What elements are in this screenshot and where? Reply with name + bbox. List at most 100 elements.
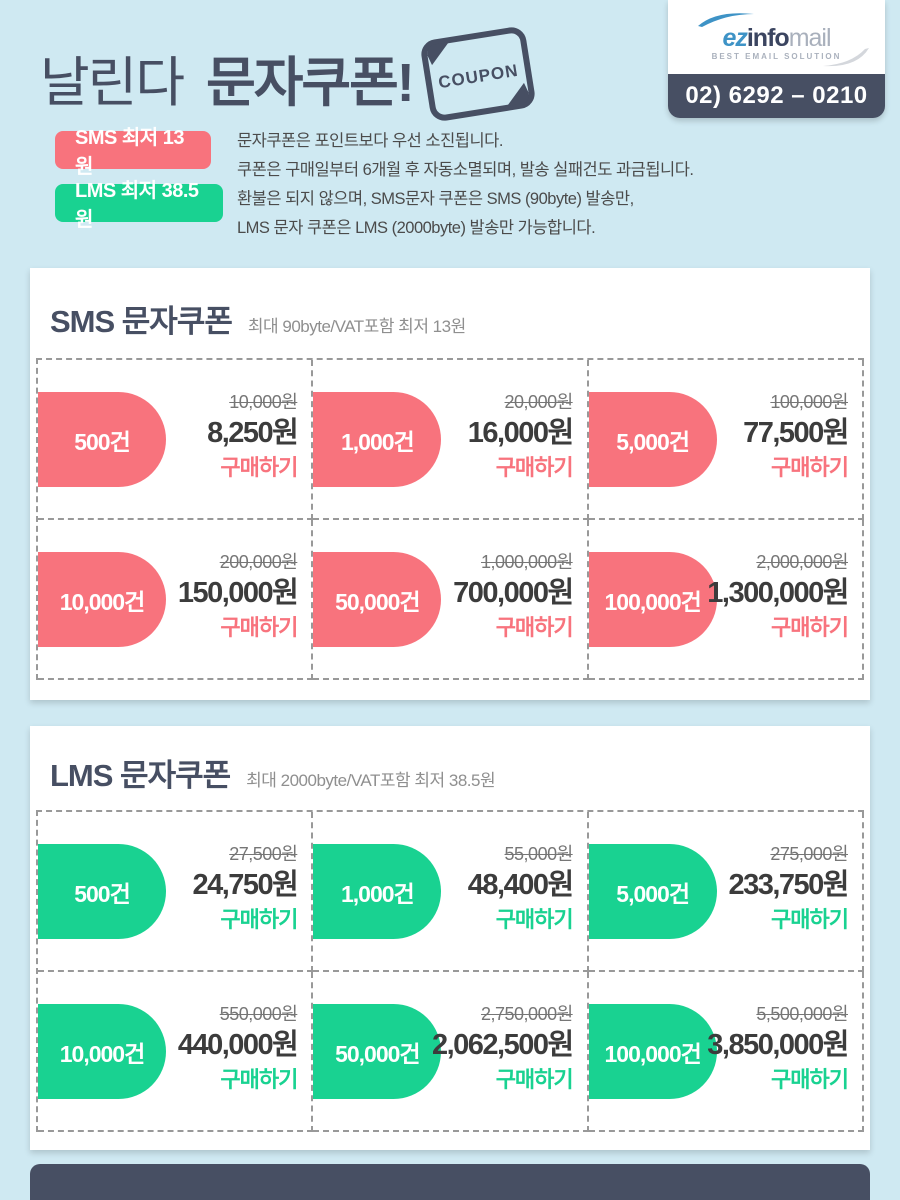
lms-section-subtitle: 최대 2000byte/VAT포함 최저 38.5원: [246, 771, 496, 790]
sms-section-subtitle: 최대 90byte/VAT포함 최저 13원: [247, 317, 466, 336]
coupon-cell: 10,000건 200,000원 150,000원 구매하기: [38, 520, 314, 680]
coupon-cell: 50,000건 2,750,000원 2,062,500원 구매하기: [313, 972, 589, 1132]
sale-price: 8,250원: [207, 417, 299, 449]
original-price: 200,000원: [219, 552, 298, 572]
price-block: 1,000,000원 700,000원 구매하기: [453, 550, 574, 644]
brand-name: ezinfomail: [668, 24, 885, 53]
footer-bar: [30, 1164, 870, 1200]
buy-link[interactable]: 구매하기: [771, 907, 849, 932]
original-price: 2,750,000원: [481, 1004, 573, 1024]
quantity-pill: 10,000건: [38, 552, 166, 647]
lms-coupon-grid: 500건 27,500원 24,750원 구매하기 1,000건 55,000원…: [36, 810, 864, 1132]
buy-link[interactable]: 구매하기: [771, 455, 849, 480]
quantity-label: 100,000건: [604, 1040, 702, 1067]
terms-line: 쿠폰은 구매일부터 6개월 후 자동소멸되며, 발송 실패건도 과금됩니다.: [237, 161, 694, 179]
logo-swoosh-gray-icon: [823, 48, 869, 67]
page-title-bold: 문자쿠폰!: [206, 53, 415, 113]
page-title-light: 날린다: [40, 53, 185, 113]
quantity-label: 1,000건: [340, 428, 415, 455]
coupon-terms: 문자쿠폰은 포인트보다 우선 소진됩니다. 쿠폰은 구매일부터 6개월 후 자동…: [237, 127, 694, 243]
buy-link[interactable]: 구매하기: [771, 615, 849, 640]
price-block: 5,500,000원 3,850,000원 구매하기: [707, 1002, 849, 1096]
quantity-pill: 5,000건: [588, 844, 717, 939]
coupon-cell: 1,000건 20,000원 16,000원 구매하기: [313, 360, 589, 520]
quantity-label: 500건: [74, 880, 131, 907]
buy-link[interactable]: 구매하기: [495, 907, 574, 932]
phone-number: 02) 6292 – 0210: [668, 74, 885, 118]
quantity-pill: 1,000건: [313, 844, 442, 939]
brand-box: ezinfomail BEST EMAIL SOLUTION 02) 6292 …: [668, 0, 885, 118]
price-block: 100,000원 77,500원 구매하기: [743, 390, 849, 484]
original-price: 100,000원: [770, 392, 848, 412]
quantity-pill: 50,000건: [313, 552, 442, 647]
original-price: 2,000,000원: [756, 552, 848, 572]
brand-mail: mail: [788, 24, 832, 52]
price-block: 550,000원 440,000원 구매하기: [178, 1002, 299, 1096]
coupon-cell: 10,000건 550,000원 440,000원 구매하기: [38, 972, 314, 1132]
coupon-stamp-icon: COUPON: [418, 24, 538, 124]
terms-line: 환불은 되지 않으며, SMS문자 쿠폰은 SMS (90byte) 발송만,: [237, 190, 634, 208]
price-block: 10,000원 8,250원 구매하기: [207, 390, 299, 484]
brand-ez: ez: [722, 24, 747, 52]
quantity-pill: 5,000건: [588, 392, 717, 487]
sms-section-header: SMS 문자쿠폰 최대 90byte/VAT포함 최저 13원: [50, 296, 466, 341]
sale-price: 16,000원: [467, 417, 574, 449]
brand-logo: ezinfomail BEST EMAIL SOLUTION: [668, 0, 885, 74]
coupon-cell: 50,000건 1,000,000원 700,000원 구매하기: [313, 520, 589, 680]
buy-link[interactable]: 구매하기: [495, 615, 574, 640]
lms-section-header: LMS 문자쿠폰 최대 2000byte/VAT포함 최저 38.5원: [50, 750, 496, 795]
sms-coupon-grid: 500건 10,000원 8,250원 구매하기 1,000건 20,000원 …: [36, 358, 864, 680]
buy-link[interactable]: 구매하기: [220, 1067, 298, 1092]
coupon-cell: 500건 10,000원 8,250원 구매하기: [38, 360, 314, 520]
sale-price: 700,000원: [453, 577, 574, 609]
coupon-cell: 500건 27,500원 24,750원 구매하기: [38, 812, 314, 972]
coupon-cell: 1,000건 55,000원 48,400원 구매하기: [313, 812, 589, 972]
sale-price: 150,000원: [177, 577, 299, 609]
sale-price: 3,850,000원: [707, 1029, 849, 1061]
quantity-label: 10,000건: [59, 588, 146, 615]
buy-link[interactable]: 구매하기: [220, 907, 298, 932]
original-price: 55,000원: [504, 844, 574, 864]
quantity-label: 10,000건: [59, 1040, 146, 1067]
quantity-label: 500건: [74, 428, 131, 455]
price-block: 200,000원 150,000원 구매하기: [177, 550, 299, 644]
page-title: 날린다 문자쿠폰!: [40, 38, 415, 117]
lms-lowest-price-badge: LMS 최저 38.5원: [55, 180, 223, 231]
buy-link[interactable]: 구매하기: [771, 1067, 849, 1092]
buy-link[interactable]: 구매하기: [220, 455, 298, 480]
sale-price: 77,500원: [743, 417, 849, 449]
price-block: 2,750,000원 2,062,500원 구매하기: [431, 1002, 574, 1096]
original-price: 27,500원: [229, 844, 298, 864]
sale-price: 1,300,000원: [707, 577, 849, 609]
sms-lowest-price-badge: SMS 최저 13원: [55, 127, 211, 178]
logo-swoosh-icon: [698, 13, 754, 27]
quantity-pill: 50,000건: [313, 1004, 442, 1099]
quantity-pill: 10,000건: [38, 1004, 166, 1099]
quantity-label: 100,000건: [604, 588, 702, 615]
terms-line: 문자쿠폰은 포인트보다 우선 소진됩니다.: [237, 132, 503, 150]
buy-link[interactable]: 구매하기: [495, 1067, 574, 1092]
quantity-pill: 500건: [38, 392, 166, 487]
sale-price: 48,400원: [467, 869, 574, 901]
original-price: 275,000원: [770, 844, 848, 864]
sale-price: 2,062,500원: [431, 1029, 574, 1061]
buy-link[interactable]: 구매하기: [495, 455, 574, 480]
coupon-cell: 100,000건 2,000,000원 1,300,000원 구매하기: [588, 520, 864, 680]
coupon-cell: 100,000건 5,500,000원 3,850,000원 구매하기: [588, 972, 864, 1132]
coupon-cell: 5,000건 100,000원 77,500원 구매하기: [588, 360, 864, 520]
lms-section-title: LMS 문자쿠폰: [50, 758, 231, 793]
sale-price: 24,750원: [192, 869, 298, 901]
coupon-cell: 5,000건 275,000원 233,750원 구매하기: [588, 812, 864, 972]
quantity-label: 50,000건: [335, 1040, 421, 1067]
price-block: 20,000원 16,000원 구매하기: [467, 390, 574, 484]
price-block: 27,500원 24,750원 구매하기: [192, 842, 298, 936]
quantity-pill: 1,000건: [313, 392, 442, 487]
original-price: 5,500,000원: [756, 1004, 848, 1024]
original-price: 10,000원: [229, 392, 298, 412]
price-block: 275,000원 233,750원 구매하기: [728, 842, 849, 936]
quantity-label: 1,000건: [340, 880, 415, 907]
lms-coupon-section: LMS 문자쿠폰 최대 2000byte/VAT포함 최저 38.5원 500건…: [30, 726, 870, 1150]
terms-line: LMS 문자 쿠폰은 LMS (2000byte) 발송만 가능합니다.: [237, 219, 596, 237]
buy-link[interactable]: 구매하기: [220, 615, 298, 640]
quantity-pill: 500건: [38, 844, 166, 939]
